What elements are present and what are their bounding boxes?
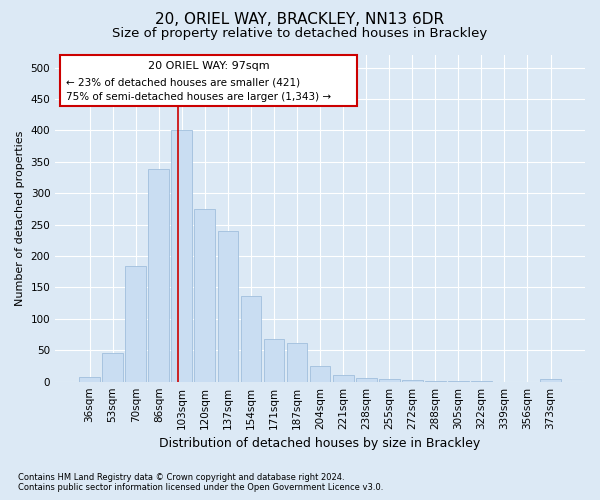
Bar	[102, 353, 123, 382]
Bar	[333, 376, 353, 382]
Text: ← 23% of detached houses are smaller (421): ← 23% of detached houses are smaller (42…	[66, 78, 300, 88]
Bar	[356, 378, 377, 382]
Text: 20, ORIEL WAY, BRACKLEY, NN13 6DR: 20, ORIEL WAY, BRACKLEY, NN13 6DR	[155, 12, 445, 28]
Bar	[448, 381, 469, 382]
Bar	[218, 231, 238, 382]
Bar	[540, 379, 561, 382]
Bar	[425, 381, 446, 382]
Y-axis label: Number of detached properties: Number of detached properties	[15, 130, 25, 306]
Bar	[125, 266, 146, 382]
Bar	[263, 339, 284, 382]
Text: 20 ORIEL WAY: 97sqm: 20 ORIEL WAY: 97sqm	[148, 61, 269, 71]
Bar	[402, 380, 422, 382]
Bar	[310, 366, 331, 382]
Bar	[241, 296, 262, 382]
Bar	[471, 381, 492, 382]
Bar	[194, 209, 215, 382]
Text: 75% of semi-detached houses are larger (1,343) →: 75% of semi-detached houses are larger (…	[66, 92, 331, 102]
Bar	[172, 130, 192, 382]
Bar	[148, 170, 169, 382]
FancyBboxPatch shape	[61, 55, 357, 106]
Bar	[287, 342, 307, 382]
Bar	[379, 379, 400, 382]
Text: Contains HM Land Registry data © Crown copyright and database right 2024.: Contains HM Land Registry data © Crown c…	[18, 474, 344, 482]
Text: Size of property relative to detached houses in Brackley: Size of property relative to detached ho…	[112, 28, 488, 40]
Bar	[79, 376, 100, 382]
X-axis label: Distribution of detached houses by size in Brackley: Distribution of detached houses by size …	[160, 437, 481, 450]
Text: Contains public sector information licensed under the Open Government Licence v3: Contains public sector information licen…	[18, 484, 383, 492]
